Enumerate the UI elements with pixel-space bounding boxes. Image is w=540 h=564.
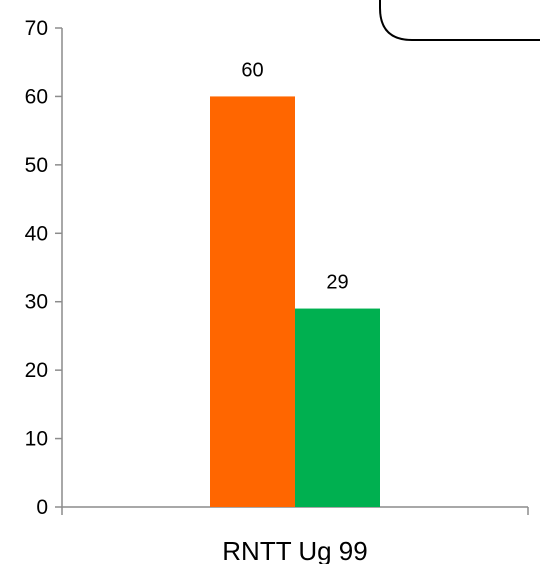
y-tick-label: 70 <box>25 17 48 40</box>
data-labels: 60 29 <box>241 59 348 293</box>
bar-series-2 <box>295 308 380 507</box>
category-labels: RNTT Ug 99 <box>222 536 367 564</box>
bars <box>210 96 380 507</box>
callout-box-fragment <box>379 0 540 41</box>
y-tick-label: 60 <box>25 85 48 108</box>
y-tick-label: 20 <box>25 359 48 382</box>
y-tick-label: 40 <box>25 222 48 245</box>
data-label: 60 <box>241 59 263 81</box>
bar-series-1 <box>210 96 295 507</box>
category-label: RNTT Ug 99 <box>222 536 367 564</box>
data-label: 29 <box>326 272 348 294</box>
y-tick-label: 0 <box>36 496 48 519</box>
x-axis <box>62 506 529 515</box>
y-tick-label: 50 <box>25 154 48 177</box>
y-axis: 0 10 20 30 40 50 60 70 <box>25 17 63 519</box>
y-tick-label: 10 <box>25 428 48 451</box>
y-tick-label: 30 <box>25 291 48 314</box>
